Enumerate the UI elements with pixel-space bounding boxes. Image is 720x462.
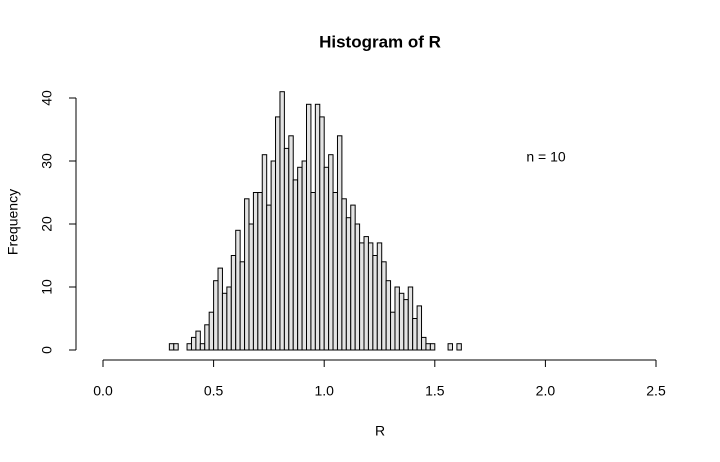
bar bbox=[398, 292, 405, 351]
bar bbox=[297, 166, 303, 351]
bar bbox=[226, 286, 232, 351]
y-tick-label: 10 bbox=[39, 279, 55, 295]
bar bbox=[288, 135, 294, 351]
bar bbox=[447, 343, 453, 351]
bar bbox=[367, 242, 374, 351]
bar bbox=[354, 223, 361, 351]
y-axis-label: Frequency bbox=[5, 189, 21, 255]
bar bbox=[204, 324, 210, 351]
bar bbox=[328, 154, 334, 351]
bar bbox=[394, 286, 400, 351]
bar bbox=[381, 261, 387, 351]
bar bbox=[385, 280, 392, 351]
annotation: n = 10 bbox=[526, 149, 566, 165]
bar bbox=[283, 147, 290, 351]
bar bbox=[257, 192, 263, 351]
x-tick-label: 2.0 bbox=[536, 383, 556, 399]
bar bbox=[266, 204, 272, 351]
bar bbox=[323, 166, 330, 351]
bar bbox=[412, 318, 418, 351]
bar bbox=[208, 311, 215, 351]
y-tick-label: 30 bbox=[39, 153, 55, 169]
bar bbox=[421, 336, 427, 351]
chart-title: Histogram of R bbox=[319, 32, 441, 51]
bar bbox=[244, 198, 250, 351]
bar bbox=[168, 343, 175, 351]
bar bbox=[186, 343, 192, 351]
bar bbox=[190, 336, 197, 351]
bar bbox=[195, 330, 201, 351]
bar bbox=[230, 255, 237, 351]
bar bbox=[319, 116, 325, 351]
bar bbox=[235, 229, 241, 351]
bar bbox=[173, 343, 179, 351]
bar bbox=[341, 198, 347, 351]
bar bbox=[221, 292, 228, 351]
x-axis-label: R bbox=[375, 423, 385, 439]
y-tick-label: 20 bbox=[39, 216, 55, 232]
bar bbox=[292, 179, 299, 351]
bar bbox=[275, 116, 281, 351]
bar bbox=[217, 267, 223, 351]
y-tick-label: 0 bbox=[39, 346, 55, 354]
bar bbox=[199, 343, 206, 351]
bar bbox=[376, 242, 383, 351]
bar bbox=[363, 236, 369, 351]
x-tick-label: 1.5 bbox=[425, 383, 445, 399]
bar bbox=[310, 192, 316, 351]
bar bbox=[336, 135, 343, 351]
bar bbox=[372, 255, 378, 351]
bar bbox=[248, 223, 254, 351]
bar bbox=[270, 160, 277, 351]
bar bbox=[301, 160, 308, 351]
x-tick-label: 0.0 bbox=[93, 383, 113, 399]
bar bbox=[350, 204, 356, 351]
bar bbox=[239, 261, 246, 351]
bar bbox=[314, 103, 321, 351]
bar bbox=[306, 103, 312, 351]
bar bbox=[425, 343, 431, 351]
x-tick-label: 2.5 bbox=[646, 383, 666, 399]
bar bbox=[213, 280, 219, 351]
bar bbox=[332, 192, 338, 351]
bar bbox=[416, 305, 423, 351]
x-tick-label: 1.0 bbox=[314, 383, 334, 399]
bar bbox=[456, 343, 462, 351]
y-tick-label: 40 bbox=[39, 90, 55, 106]
bar bbox=[390, 311, 396, 351]
bar bbox=[279, 91, 285, 351]
bar bbox=[345, 217, 352, 351]
bar bbox=[359, 242, 365, 351]
x-tick-label: 0.5 bbox=[204, 383, 224, 399]
bar bbox=[252, 192, 259, 351]
bar bbox=[407, 286, 414, 351]
bar bbox=[429, 343, 436, 351]
bar bbox=[261, 154, 268, 351]
bar bbox=[403, 299, 409, 351]
